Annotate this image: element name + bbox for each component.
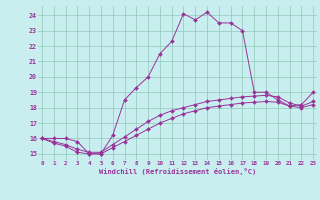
X-axis label: Windchill (Refroidissement éolien,°C): Windchill (Refroidissement éolien,°C) [99, 168, 256, 175]
